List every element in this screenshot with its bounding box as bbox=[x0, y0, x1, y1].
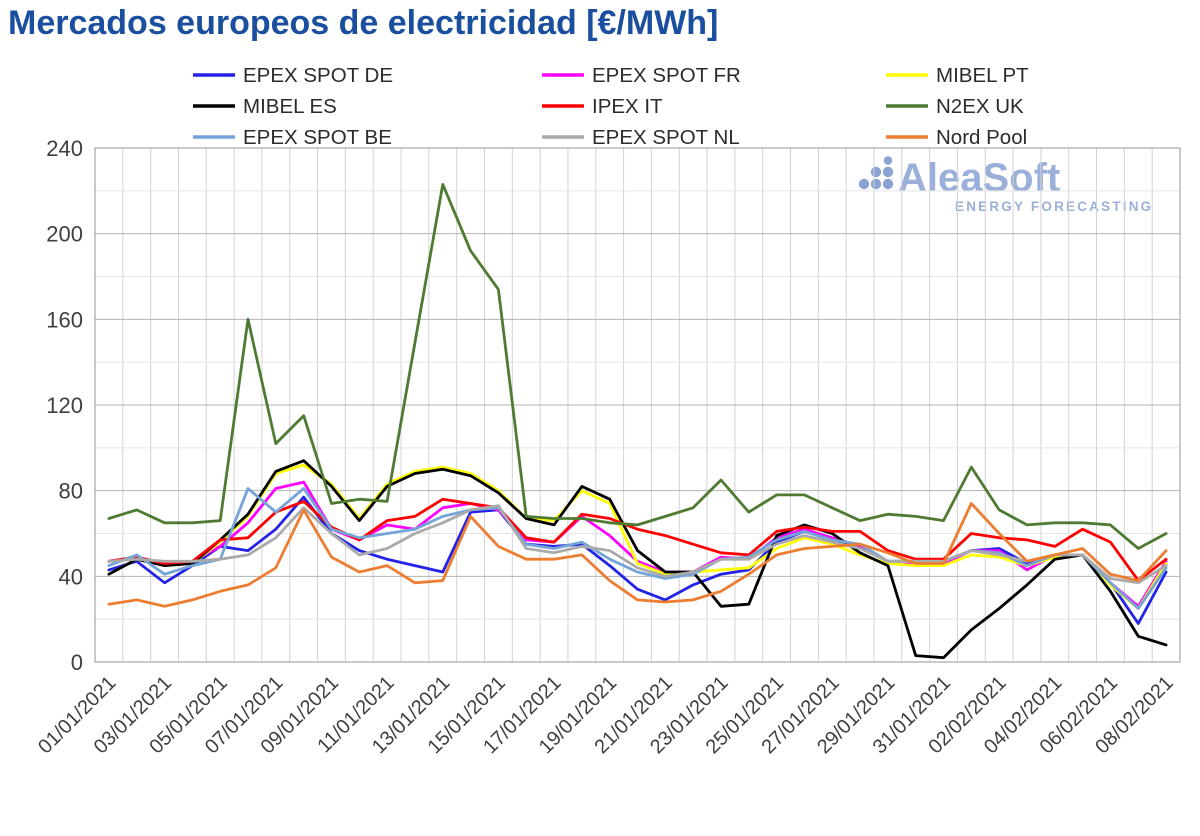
legend-item-ipex-it: IPEX IT bbox=[542, 95, 663, 118]
y-tick-label: 200 bbox=[46, 222, 83, 247]
y-tick-label: 0 bbox=[71, 650, 83, 675]
page-title: Mercados europeos de electricidad [€/MWh… bbox=[8, 4, 719, 42]
series-line-epex-spot-nl bbox=[107, 504, 1168, 585]
legend-label: EPEX SPOT BE bbox=[243, 126, 392, 149]
legend-item-epex-spot-nl: EPEX SPOT NL bbox=[542, 126, 740, 149]
legend-label: EPEX SPOT DE bbox=[243, 64, 393, 87]
watermark-dot-icon bbox=[882, 178, 894, 190]
legend-label: EPEX SPOT NL bbox=[592, 126, 740, 149]
legend-item-epex-spot-fr: EPEX SPOT FR bbox=[542, 64, 741, 87]
watermark-dot-icon bbox=[870, 178, 882, 190]
y-axis-labels: 0 40 80 120 160 200 240 bbox=[46, 136, 83, 675]
watermark-dot-icon bbox=[883, 156, 893, 165]
watermark-tagline: ENERGY FORECASTING bbox=[955, 199, 1153, 214]
series-line-ipex-it bbox=[107, 497, 1168, 582]
y-tick-label: 240 bbox=[46, 136, 83, 161]
plot-border bbox=[94, 147, 1181, 663]
legend-item-mibel-pt: MIBEL PT bbox=[886, 64, 1029, 87]
watermark-dot-icon bbox=[858, 178, 870, 190]
legend-item-mibel-es: MIBEL ES bbox=[193, 95, 337, 118]
legend-item-n2ex-uk: N2EX UK bbox=[886, 95, 1024, 118]
y-tick-label: 40 bbox=[59, 564, 83, 589]
x-axis-labels: 01/01/202103/01/202105/01/202107/01/2021… bbox=[34, 672, 1178, 758]
y-tick-label: 80 bbox=[59, 479, 83, 504]
legend-label: Nord Pool bbox=[936, 126, 1027, 149]
legend: EPEX SPOT DE EPEX SPOT FR MIBEL PT MIBEL ES… bbox=[193, 64, 1029, 149]
series-line-mibel-pt bbox=[107, 463, 1168, 610]
y-tick-label: 160 bbox=[46, 307, 83, 332]
legend-label: EPEX SPOT FR bbox=[592, 64, 741, 87]
legend-label: N2EX UK bbox=[936, 95, 1024, 118]
series-line-n2ex-uk bbox=[107, 182, 1168, 550]
legend-label: IPEX IT bbox=[592, 95, 663, 118]
gridlines bbox=[95, 148, 1180, 662]
watermark-brand: AleaSoft bbox=[898, 156, 1060, 200]
series-line-mibel-es bbox=[107, 459, 1168, 660]
watermark-dot-icon bbox=[870, 166, 882, 178]
legend-item-epex-spot-de: EPEX SPOT DE bbox=[193, 64, 393, 87]
legend-label: MIBEL ES bbox=[243, 95, 337, 118]
legend-item-nord-pool: Nord Pool bbox=[886, 126, 1027, 149]
legend-label: MIBEL PT bbox=[936, 64, 1029, 87]
series-line-nord-pool bbox=[107, 502, 1168, 608]
legend-item-epex-spot-be: EPEX SPOT BE bbox=[193, 126, 392, 149]
series-lines bbox=[107, 182, 1168, 660]
watermark-dot-icon bbox=[882, 166, 894, 178]
y-tick-label: 120 bbox=[46, 393, 83, 418]
